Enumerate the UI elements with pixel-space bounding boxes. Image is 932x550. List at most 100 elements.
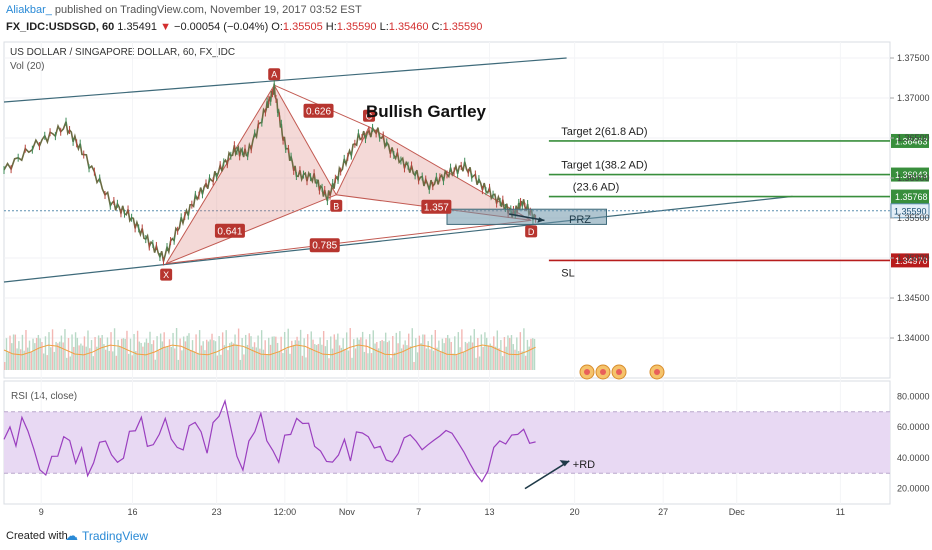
volume-bar bbox=[154, 359, 157, 370]
divergence-label: +RD bbox=[573, 459, 595, 471]
volume-bar bbox=[133, 334, 135, 370]
volume-bar bbox=[411, 328, 413, 370]
volume-bar bbox=[175, 328, 178, 370]
volume-bar bbox=[78, 345, 80, 370]
volume-bar bbox=[223, 345, 226, 370]
volume-bar bbox=[526, 339, 529, 370]
point-label: C bbox=[366, 111, 373, 121]
point-label: X bbox=[163, 270, 169, 280]
level-value-tag bbox=[891, 253, 929, 268]
volume-bar bbox=[220, 354, 222, 370]
volume-bar bbox=[377, 348, 380, 370]
volume-bar bbox=[241, 338, 243, 370]
volume-bar bbox=[418, 335, 421, 370]
volume-bar bbox=[358, 339, 360, 370]
time-tick-label: 27 bbox=[658, 507, 668, 517]
prz-zone[interactable]: PRZ bbox=[446, 208, 607, 226]
tradingview-logo[interactable]: ☁ TradingView bbox=[65, 528, 148, 544]
volume-bar bbox=[140, 342, 142, 370]
last-price: 1.35491 bbox=[117, 21, 158, 33]
event-flag-icon[interactable] bbox=[579, 364, 595, 380]
volume-bar bbox=[44, 336, 47, 370]
volume-average-line bbox=[3, 344, 536, 356]
volume-bar bbox=[184, 341, 187, 370]
volume-bar bbox=[278, 351, 281, 370]
event-flag-icon[interactable] bbox=[649, 364, 665, 380]
volume-bar bbox=[312, 339, 314, 370]
event-icons[interactable] bbox=[579, 364, 665, 380]
volume-bar bbox=[94, 337, 96, 370]
volume-bar bbox=[156, 336, 158, 370]
level-lines: Target 2(61.8 AD) 1.36463 Target 1(38.2 AD… bbox=[548, 126, 930, 279]
volume-bar bbox=[30, 352, 32, 370]
volume-bar bbox=[501, 356, 504, 370]
volume-bar bbox=[356, 337, 359, 370]
volume-bar bbox=[447, 334, 449, 370]
volume-label: Vol (20) bbox=[10, 61, 44, 72]
author-link[interactable]: Aliakbar_ bbox=[6, 4, 52, 16]
volume-bar bbox=[289, 353, 291, 370]
volume-bar bbox=[319, 337, 321, 370]
volume-bar bbox=[454, 336, 456, 370]
event-flag-icon[interactable] bbox=[595, 364, 611, 380]
volume-bar bbox=[204, 350, 206, 370]
volume-bar bbox=[159, 333, 162, 370]
pattern-title: Bullish Gartley bbox=[366, 102, 487, 121]
event-flag-icon[interactable] bbox=[611, 364, 627, 380]
chart-title: US DOLLAR / SINGAPORE DOLLAR, 60, FX_IDC bbox=[10, 47, 235, 58]
volume-bar bbox=[530, 338, 532, 370]
volume-bar bbox=[214, 341, 217, 370]
ratio-badge bbox=[214, 223, 245, 238]
volume-bar bbox=[218, 336, 220, 370]
volume-bar bbox=[374, 343, 376, 370]
chart-area[interactable]: US DOLLAR / SINGAPORE DOLLAR, 60, FX_IDC… bbox=[0, 38, 932, 518]
volume-bar bbox=[7, 352, 9, 370]
volume-bar bbox=[225, 330, 227, 370]
volume-bar bbox=[67, 338, 70, 370]
volume-bar bbox=[248, 333, 250, 370]
footer: Created with ☁ TradingView bbox=[0, 520, 932, 550]
volume-bar bbox=[369, 334, 371, 370]
volume-bar bbox=[439, 352, 442, 370]
volume-bar bbox=[58, 341, 61, 370]
time-tick-label: 7 bbox=[416, 507, 421, 517]
volume-bar bbox=[186, 335, 188, 370]
volume-bar bbox=[384, 332, 387, 370]
volume-bar bbox=[66, 357, 68, 370]
volume-bar bbox=[427, 341, 429, 370]
volume-bar bbox=[252, 346, 254, 370]
volume-bar bbox=[227, 350, 229, 370]
volume-bar bbox=[413, 361, 415, 370]
level-label: Target 1(38.2 AD) bbox=[561, 160, 647, 172]
volume-bar bbox=[296, 336, 298, 370]
price-tick-label: 1.34000 bbox=[897, 333, 930, 343]
volume-bar bbox=[317, 343, 320, 370]
volume-bar bbox=[259, 348, 261, 370]
volume-bar bbox=[484, 332, 486, 370]
volume-bar bbox=[383, 341, 385, 370]
prz-label: PRZ bbox=[569, 214, 591, 226]
volume-bar bbox=[523, 328, 525, 370]
volume-bar bbox=[34, 343, 36, 370]
volume-bar bbox=[367, 353, 369, 370]
volume-bar bbox=[236, 344, 238, 370]
volume-bar bbox=[505, 346, 507, 370]
price-tick-label: 1.36500 bbox=[897, 133, 930, 143]
volume-bar bbox=[404, 340, 406, 370]
volume-bar bbox=[243, 354, 245, 370]
volume-bar bbox=[524, 355, 527, 370]
volume-bar bbox=[51, 329, 54, 370]
level-value-label: 1.36043 bbox=[895, 170, 928, 180]
volume-bar bbox=[260, 330, 263, 370]
volume-bar bbox=[342, 338, 344, 370]
volume-bar bbox=[303, 338, 305, 370]
volume-bar bbox=[409, 346, 412, 370]
volume-bar bbox=[191, 340, 194, 370]
price-tick-label: 1.35000 bbox=[897, 253, 930, 263]
time-tick-label: 12:00 bbox=[274, 507, 297, 517]
volume-bar bbox=[487, 345, 490, 370]
volume-bar bbox=[152, 340, 155, 370]
volume-bar bbox=[5, 338, 8, 370]
volume-bar bbox=[113, 328, 116, 370]
volume-bar bbox=[25, 330, 27, 370]
